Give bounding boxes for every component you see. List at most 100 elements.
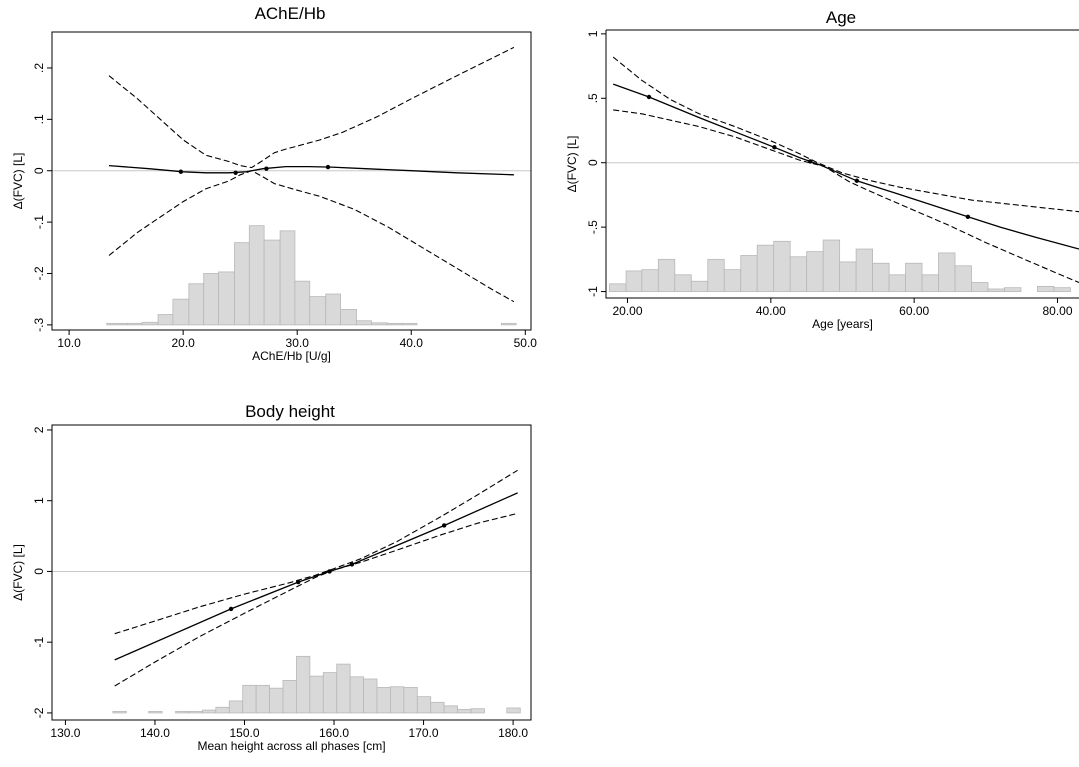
x-tick-label: 40.00 <box>756 304 786 318</box>
histogram-bar <box>112 711 127 714</box>
knot-point <box>772 145 777 150</box>
x-tick-label: 20.00 <box>612 304 642 318</box>
histogram-bar <box>500 322 517 326</box>
histogram-bar <box>822 239 841 292</box>
fit-line <box>114 492 518 661</box>
histogram-bar <box>234 242 250 326</box>
histogram-bar <box>340 309 357 326</box>
histogram-bar <box>356 320 372 326</box>
histogram-bar <box>657 258 676 292</box>
y-tick-label: -.3 <box>32 318 46 332</box>
histogram-bar <box>954 265 972 292</box>
ci-lower-line <box>114 512 518 687</box>
x-tick-label: 80.00 <box>1042 304 1072 318</box>
knot-point <box>296 579 301 585</box>
histogram-bar <box>1053 287 1071 292</box>
histogram-bar <box>296 655 311 714</box>
chart-title: Body height <box>245 402 335 421</box>
knot-point <box>327 569 332 574</box>
histogram-bar <box>218 271 235 326</box>
ci-lower-line <box>108 170 515 303</box>
panel-1: Age 20.00 40.00 60.00 80.00 -1 -.5 0 .5 1 Age [yea… <box>565 8 1079 331</box>
histogram-bar <box>855 248 873 292</box>
histogram-bar <box>506 707 521 714</box>
knot-point <box>441 523 447 528</box>
histogram-bar <box>987 288 1005 292</box>
histogram-bar <box>921 274 939 292</box>
plot-frame <box>605 29 1079 299</box>
knot-point <box>808 159 813 164</box>
knot-point <box>349 562 355 567</box>
panel-2: Body height 130.0 140.0 150.0 160.0 170.0 180.… <box>11 402 532 753</box>
y-tick-label: 1 <box>586 30 600 37</box>
ci-upper-line <box>114 469 518 635</box>
y-tick-label: -.5 <box>586 220 600 234</box>
y-tick-label: -.2 <box>32 266 46 280</box>
histogram-bar <box>625 270 643 292</box>
histogram-bar <box>888 274 906 292</box>
histogram-bar <box>215 706 230 714</box>
histogram-bar <box>349 676 364 714</box>
histogram-bar <box>641 269 659 292</box>
knot-point <box>178 169 184 174</box>
histogram-bar <box>269 687 284 714</box>
histogram-bar <box>806 251 824 292</box>
histogram-bar <box>325 293 341 326</box>
histogram-bar <box>938 252 956 292</box>
histogram-bar <box>202 709 217 714</box>
histogram-bar <box>363 678 378 714</box>
y-tick-label: .2 <box>32 63 46 73</box>
y-tick-label: -1 <box>586 286 600 297</box>
knot-point <box>233 170 238 175</box>
histogram-bar <box>740 255 758 292</box>
histogram-bar <box>309 296 327 326</box>
x-tick-label: 170.0 <box>409 726 439 740</box>
y-tick-label: -.1 <box>32 215 46 229</box>
y-axis-label: Δ(FVC) [L] <box>565 136 579 193</box>
histogram-bar <box>148 711 163 714</box>
histogram-bar <box>106 322 128 326</box>
histogram-bar <box>674 274 692 292</box>
x-tick-label: 60.00 <box>899 304 929 318</box>
x-tick-label: 40.0 <box>400 336 424 350</box>
histogram-bar <box>141 321 159 326</box>
x-tick-label: 30.0 <box>286 336 310 350</box>
histogram-bar <box>279 230 296 326</box>
x-tick-label: 130.0 <box>50 726 80 740</box>
x-axis-label: AChE/Hb [U/g] <box>252 349 331 363</box>
histogram-bar <box>1037 286 1055 292</box>
histogram-bar <box>228 700 244 714</box>
histogram-bar <box>175 711 190 714</box>
histogram-bar <box>839 261 857 292</box>
histogram-bar <box>971 282 989 292</box>
x-tick-label: 180.0 <box>498 726 528 740</box>
y-tick-label: 0 <box>32 167 46 174</box>
histogram-bar <box>690 280 709 292</box>
histogram-bar <box>457 708 472 714</box>
histogram-bar <box>905 262 923 292</box>
x-tick-label: 10.0 <box>57 336 81 350</box>
x-tick-label: 160.0 <box>319 726 349 740</box>
histogram-bar <box>1004 287 1022 292</box>
panel-0: AChE/Hb 10.0 20.0 30.0 40.0 50.0 -.3 -.2 -.1 0 .1.… <box>11 4 537 363</box>
histogram-bar <box>203 273 219 326</box>
x-tick-label: 50.0 <box>514 336 538 350</box>
histogram-bar <box>609 283 627 292</box>
y-tick-label: -1 <box>32 637 46 648</box>
histogram-bar <box>322 672 338 714</box>
ci-lower-line <box>613 109 1079 284</box>
x-tick-label: 140.0 <box>140 726 170 740</box>
ci-upper-line <box>108 46 515 169</box>
histogram-bar <box>263 239 281 326</box>
y-tick-label: .5 <box>586 93 600 103</box>
y-axis-label: Δ(FVC) [L] <box>11 544 25 601</box>
histogram-bar <box>430 701 445 714</box>
ci-upper-line <box>612 56 1079 213</box>
knot-point <box>228 606 234 612</box>
histogram-bar <box>188 711 203 714</box>
histogram-bar <box>390 686 405 714</box>
histogram-bar <box>872 262 890 292</box>
histogram-bar <box>172 298 190 326</box>
knot-point <box>646 94 652 100</box>
